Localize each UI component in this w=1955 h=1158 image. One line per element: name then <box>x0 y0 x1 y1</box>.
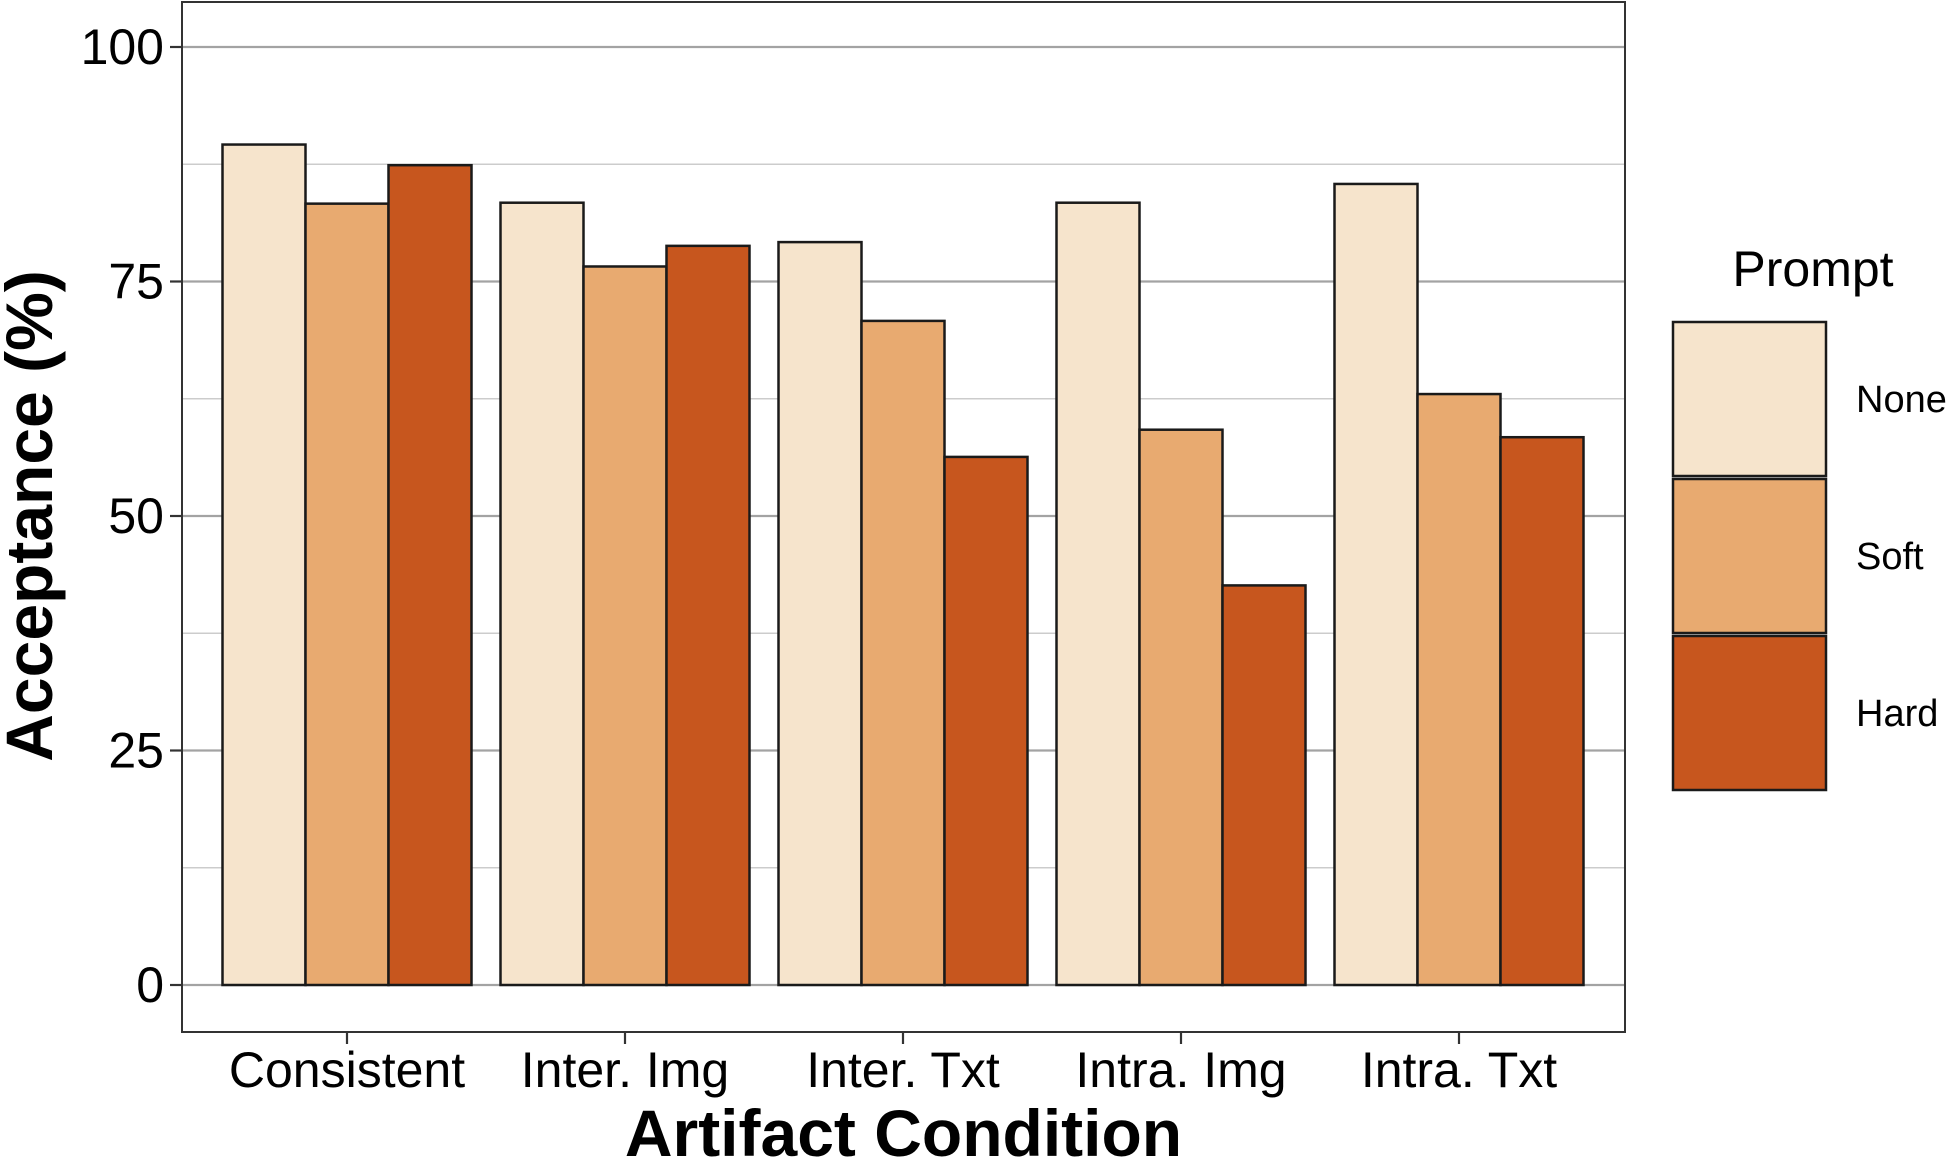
bar-soft-3 <box>1138 428 1224 987</box>
y-tick-label: 0 <box>136 957 164 1013</box>
bar-hard-2 <box>943 455 1029 987</box>
bar-soft-4 <box>1416 392 1502 987</box>
bar-none-3 <box>1055 201 1141 987</box>
legend-key-hard <box>1671 634 1828 792</box>
legend-key-soft <box>1671 477 1828 635</box>
bar-none-1 <box>499 201 585 987</box>
y-axis: 0 25 50 75 100 <box>81 19 182 1013</box>
x-tick-label: Inter. Img <box>521 1042 729 1098</box>
y-tick-label: 50 <box>108 488 164 544</box>
legend-label-none: None <box>1856 379 1947 421</box>
legend-label-hard: Hard <box>1856 693 1938 735</box>
x-tick-label: Inter. Txt <box>806 1042 1000 1098</box>
bar-none-0 <box>221 143 307 987</box>
y-tick-label: 75 <box>108 254 164 310</box>
x-tick-label: Intra. Img <box>1075 1042 1286 1098</box>
y-axis-title: Acceptance (%) <box>0 270 66 762</box>
legend: Prompt None Soft Hard <box>1671 241 1947 792</box>
x-axis: Consistent Inter. Img Inter. Txt Intra. Img… <box>229 1032 1557 1098</box>
y-tick-label: 25 <box>108 723 164 779</box>
bar-hard-4 <box>1499 435 1585 987</box>
bar-none-2 <box>777 240 863 987</box>
bar-soft-1 <box>582 265 668 987</box>
x-tick-label: Intra. Txt <box>1361 1042 1557 1098</box>
legend-title: Prompt <box>1732 241 1893 297</box>
bars <box>221 143 1585 987</box>
y-tick-label: 100 <box>81 19 164 75</box>
x-axis-title: Artifact Condition <box>625 1096 1182 1158</box>
bar-soft-0 <box>304 202 390 987</box>
bar-none-4 <box>1333 182 1419 987</box>
bar-soft-2 <box>860 319 946 987</box>
x-tick-label: Consistent <box>229 1042 465 1098</box>
bar-hard-0 <box>387 163 473 987</box>
bar-hard-3 <box>1221 584 1307 987</box>
bar-hard-1 <box>665 244 751 987</box>
legend-key-none <box>1671 320 1828 478</box>
legend-label-soft: Soft <box>1856 536 1924 578</box>
